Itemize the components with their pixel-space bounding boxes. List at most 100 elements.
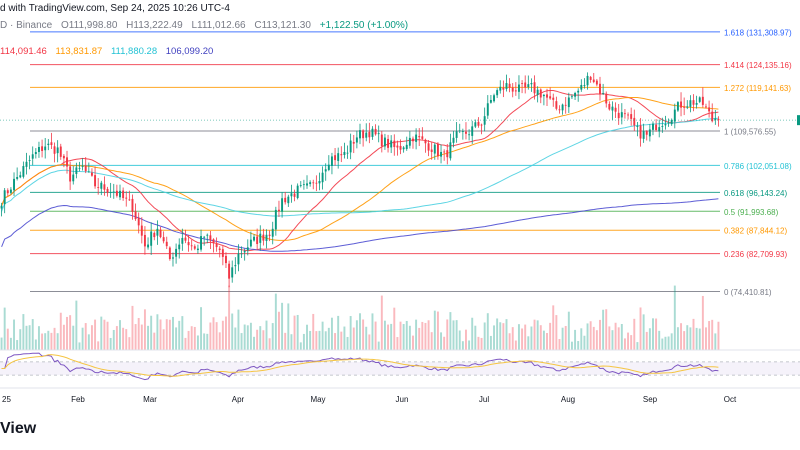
volume-bar (461, 341, 464, 350)
candle-body (555, 101, 558, 109)
volume-bar (115, 326, 118, 350)
volume-bar (22, 314, 25, 350)
fib-label-1: 1 (109,576.55) (724, 128, 776, 137)
candle (430, 142, 433, 160)
volume-bar (655, 318, 658, 350)
candle (396, 140, 399, 156)
volume-bar (147, 325, 150, 350)
candle (359, 123, 361, 145)
candle-body (131, 198, 134, 212)
volume-bar (673, 285, 676, 350)
candle (212, 238, 215, 253)
candle (59, 143, 62, 160)
fib-label-0.786: 0.786 (102,051.08) (724, 162, 792, 171)
volume-bar (153, 332, 156, 350)
candle (567, 92, 570, 113)
candle-body (461, 131, 464, 132)
candle (284, 191, 287, 205)
candle (558, 105, 561, 114)
candle (508, 78, 511, 93)
candle (3, 188, 6, 214)
candle-body (90, 172, 93, 176)
volume-bar (81, 327, 84, 350)
candle-body (580, 84, 583, 90)
volume-bar (536, 320, 539, 350)
candle (6, 188, 9, 196)
candle-body (265, 234, 268, 241)
volume-bar (592, 326, 595, 350)
volume-bar (284, 332, 287, 350)
candle (156, 220, 159, 245)
candle (100, 180, 103, 196)
volume-bar (698, 328, 701, 350)
volume-bar (524, 324, 527, 350)
candle-body (246, 247, 249, 251)
candle (667, 118, 670, 127)
volume-bar (415, 319, 418, 350)
candle-body (642, 131, 645, 139)
volume-bar (178, 320, 181, 350)
volume-bar (187, 330, 190, 350)
volume-bar (253, 336, 255, 350)
fib-label-0: 0 (74,410.81) (724, 288, 772, 297)
volume-bar (514, 340, 517, 350)
volume-bar (374, 321, 377, 350)
candle (673, 103, 676, 129)
candle (617, 104, 620, 125)
volume-bar (483, 322, 486, 350)
volume-bar (586, 323, 589, 350)
candle-body (187, 242, 190, 246)
candle (552, 93, 555, 107)
volume-bar (393, 307, 396, 350)
volume-bar (383, 320, 386, 350)
volume-bar (243, 324, 246, 350)
candle-body (315, 182, 318, 184)
candle-body (605, 93, 608, 104)
candle (44, 137, 47, 159)
candle (340, 146, 343, 163)
candle-body (6, 190, 9, 194)
candle (25, 152, 28, 175)
candle (234, 257, 237, 275)
candle (16, 167, 19, 181)
candle-body (652, 123, 654, 130)
volume-bar (125, 329, 128, 350)
candle (449, 133, 452, 161)
candle (343, 142, 346, 159)
time-axis-label: 25 (2, 395, 11, 404)
candle (262, 228, 265, 246)
volume-bar (577, 341, 580, 350)
volume-bar (16, 340, 19, 350)
candle (468, 129, 471, 141)
ma-20-line (1, 90, 719, 252)
volume-bar (41, 333, 44, 350)
candle (446, 143, 449, 165)
candle (648, 124, 651, 142)
volume-bar (717, 321, 720, 350)
candle (676, 101, 679, 112)
candle (115, 184, 118, 198)
candle (168, 246, 171, 261)
candle (200, 229, 203, 252)
volume-bar (436, 311, 439, 350)
candle (383, 133, 386, 150)
candle-body (708, 107, 711, 112)
candle-body (436, 143, 439, 157)
volume-bar (705, 327, 707, 350)
candle (486, 95, 489, 119)
candle (549, 87, 552, 100)
volume-bar (249, 322, 252, 350)
candle (31, 146, 34, 166)
volume-bar (228, 285, 231, 350)
candle-body (658, 127, 661, 132)
volume-bar (50, 332, 53, 350)
candle (50, 132, 53, 150)
candle (708, 100, 711, 118)
candle (465, 122, 467, 140)
candle (393, 134, 396, 156)
last-price-tag (797, 115, 800, 126)
volume-bar (508, 333, 511, 350)
candle (137, 212, 140, 234)
volume-bar (471, 317, 474, 350)
